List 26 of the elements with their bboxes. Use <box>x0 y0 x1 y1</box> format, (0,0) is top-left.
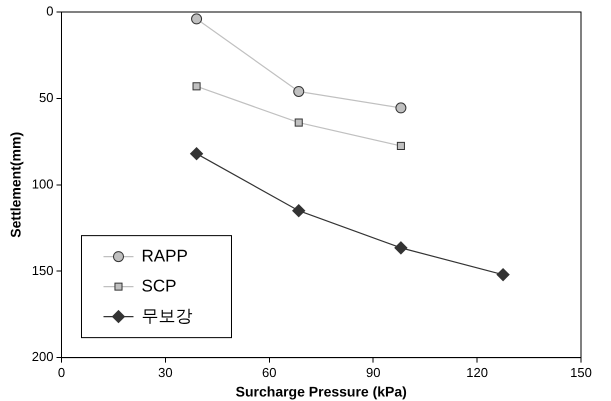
x-tick-label: 0 <box>58 364 66 380</box>
point <box>190 147 204 160</box>
y-tick-label: 50 <box>39 90 54 105</box>
x-tick-label: 120 <box>466 364 488 380</box>
point <box>396 142 405 150</box>
y-tick-label: 100 <box>32 176 54 192</box>
y-tick-label: 150 <box>32 262 54 278</box>
x-tick-label: 60 <box>262 364 277 380</box>
legend-label: RAPP <box>141 246 188 266</box>
y-tick-label: 0 <box>46 4 54 19</box>
point <box>191 13 202 24</box>
point <box>294 118 303 127</box>
y-axis-title: Settlement(mm) <box>7 132 24 238</box>
point <box>395 102 406 114</box>
point <box>394 241 408 254</box>
x-tick-label: 30 <box>158 364 173 380</box>
point <box>293 86 304 97</box>
legend-label: 무보강 <box>141 306 192 326</box>
x-axis-title: Surcharge Pressure (kPa) <box>236 383 407 400</box>
point <box>192 82 201 90</box>
x-tick-label: 150 <box>570 364 592 380</box>
point <box>292 204 306 218</box>
x-tick-label: 90 <box>366 364 380 380</box>
y-tick-label: 200 <box>32 349 54 364</box>
point <box>496 268 510 282</box>
legend-label: SCP <box>141 276 176 296</box>
